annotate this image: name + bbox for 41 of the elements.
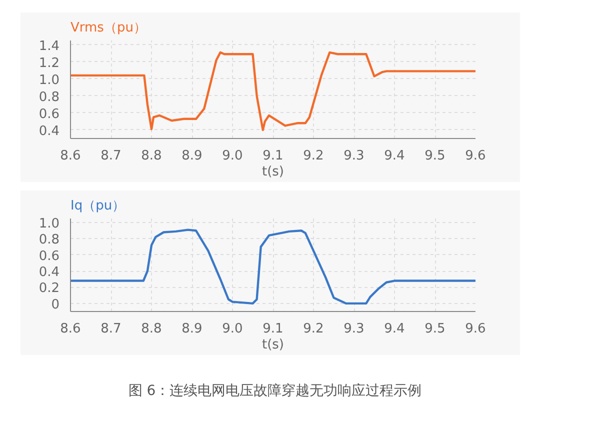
y-tick-label: 0.2	[38, 281, 60, 296]
y-tick-label: 1.4	[38, 38, 60, 54]
y-tick-label: 0.4	[38, 265, 60, 280]
x-tick-label: 8.7	[100, 322, 122, 336]
x-tick-label: 9.0	[222, 322, 243, 336]
x-tick-label: 9.2	[303, 322, 324, 336]
caption: 图 6：连续电网电压故障穿越无功响应过程示例	[128, 382, 422, 401]
x-tick-label: 9.6	[465, 322, 486, 336]
x-tick-label: 9.5	[424, 148, 446, 164]
x-tick-label: 9.1	[262, 322, 284, 336]
x-tick-label: 8.6	[60, 148, 81, 164]
x-axis-title: t(s)	[262, 338, 284, 352]
y-tick-label: 0.8	[38, 90, 60, 105]
x-tick-label: 8.9	[182, 148, 202, 164]
x-tick-label: 8.7	[100, 148, 122, 164]
line-series	[70, 51, 476, 132]
y-tick-label: 1.0	[38, 216, 60, 232]
y-tick-label: 0.6	[38, 248, 60, 264]
x-axis-title: t(s)	[262, 164, 284, 180]
y-axis-title: Vrms（pu）	[70, 20, 146, 36]
x-tick-label: 9.0	[222, 148, 243, 164]
x-tick-label: 9.4	[384, 148, 405, 164]
x-tick-label: 8.8	[141, 322, 162, 336]
y-tick-label: 0	[51, 297, 60, 312]
x-tick-label: 8.8	[141, 148, 162, 164]
x-tick-label: 9.2	[303, 148, 324, 164]
y-axis-title: Iq（pu）	[70, 198, 126, 214]
y-tick-label: 1.0	[38, 72, 60, 88]
x-tick-label: 8.6	[60, 322, 81, 336]
x-tick-label: 8.9	[182, 322, 202, 336]
y-tick-label: 0.4	[38, 124, 60, 139]
x-tick-label: 9.3	[344, 322, 364, 336]
x-tick-label: 9.1	[262, 148, 284, 164]
line-series	[70, 228, 476, 305]
x-tick-label: 9.6	[465, 148, 486, 164]
x-tick-label: 9.3	[344, 148, 364, 164]
y-tick-label: 0.6	[38, 106, 60, 122]
y-tick-label: 1.2	[38, 56, 60, 71]
y-tick-label: 0.8	[38, 232, 60, 248]
x-tick-label: 9.4	[384, 322, 405, 336]
x-tick-label: 9.5	[424, 322, 446, 336]
